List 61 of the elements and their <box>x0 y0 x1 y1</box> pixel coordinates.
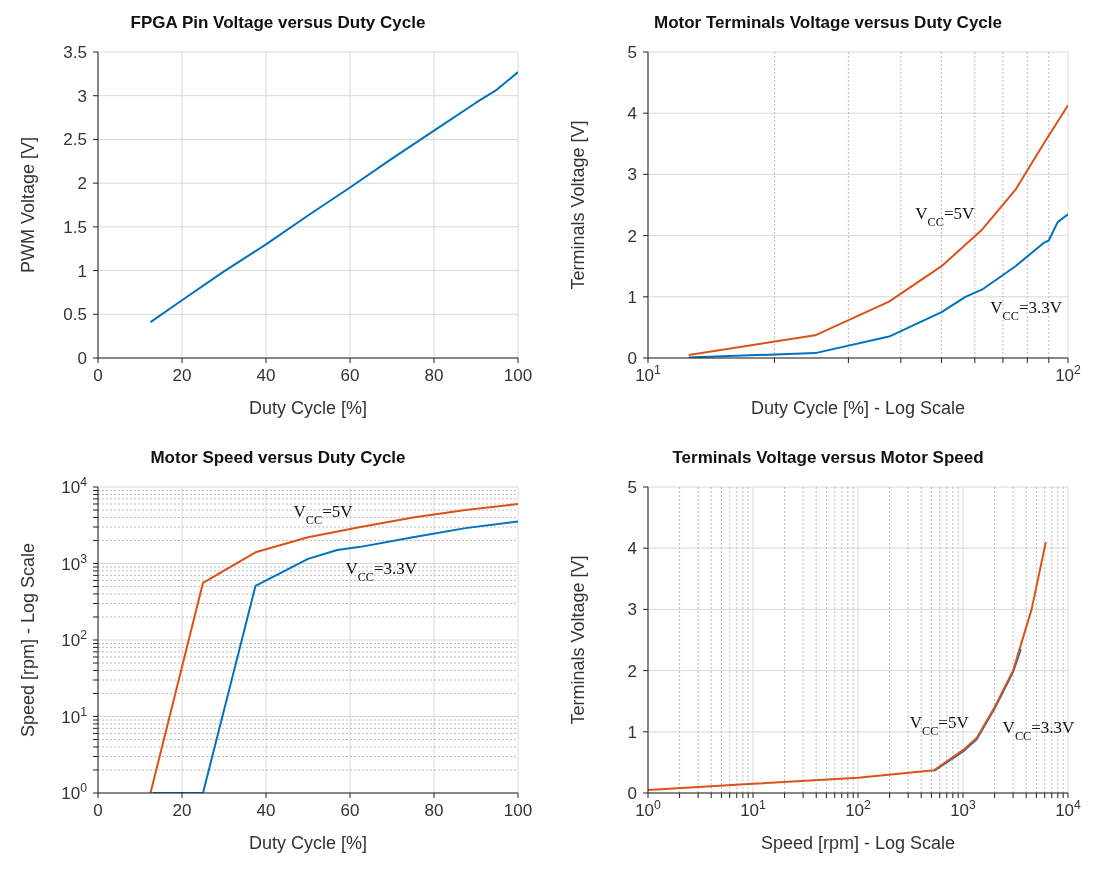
chart-title: FPGA Pin Voltage versus Duty Cycle <box>129 12 427 34</box>
y-tick-label: 2.5 <box>63 130 87 150</box>
x-tick-label: 80 <box>424 366 444 385</box>
x-axis-title: Duty Cycle [%] <box>248 833 368 853</box>
line-series <box>149 71 518 324</box>
y-tick-label: 2 <box>627 226 637 246</box>
series-label: V$_{CC}$=3.3V <box>990 298 1063 324</box>
x-tick-label: 60 <box>340 801 360 820</box>
y-tick-label: 3 <box>627 600 637 620</box>
y-tick-label: 0 <box>77 349 87 368</box>
x-tick-label: 10$^{2}$ <box>1055 363 1082 385</box>
x-tick-label: 60 <box>340 366 360 385</box>
y-tick-label: 1.5 <box>63 217 87 237</box>
y-tick-label: 4 <box>627 539 637 559</box>
y-tick-label: 3 <box>627 165 637 185</box>
chart-title: Terminals Voltage versus Motor Speed <box>671 447 985 469</box>
x-tick-label: 40 <box>256 366 276 385</box>
chart-title: Motor Speed versus Duty Cycle <box>149 447 407 469</box>
y-tick-label: 10$^{2}$ <box>61 628 88 650</box>
y-axis-title: Terminals Voltage [V] <box>568 555 589 725</box>
y-tick-label: 5 <box>627 478 637 497</box>
y-tick-label: 4 <box>627 104 637 124</box>
series-label: V$_{CC}$=5V <box>293 502 354 527</box>
y-axis-title: Terminals Voltage [V] <box>568 120 589 290</box>
y-axis-title: Speed [rpm] - Log Scale <box>18 542 39 738</box>
y-axis-title: PWM Voltage [V] <box>18 136 39 274</box>
x-tick-label: 80 <box>424 801 444 820</box>
y-tick-label: 10$^{1}$ <box>61 704 88 727</box>
x-tick-label: 10$^{3}$ <box>950 798 977 820</box>
y-tick-label: 10$^{4}$ <box>61 475 88 497</box>
x-tick-label: 10$^{1}$ <box>740 798 767 820</box>
x-tick-label: 0 <box>93 801 103 820</box>
y-tick-label: 5 <box>627 43 637 62</box>
x-tick-label: 20 <box>172 366 192 385</box>
x-tick-label: 10$^{4}$ <box>1055 798 1082 820</box>
y-tick-label: 1 <box>627 287 637 307</box>
y-tick-label: 1 <box>77 261 87 281</box>
x-tick-label: 0 <box>93 366 103 385</box>
x-tick-label: 100 <box>503 366 533 385</box>
y-tick-label: 10$^{3}$ <box>61 551 88 574</box>
y-tick-label: 0.5 <box>63 305 87 325</box>
series-label: V$_{CC}$=3.3V <box>1002 717 1076 743</box>
series-label: V$_{CC}$=3.3V <box>345 559 418 585</box>
x-tick-label: 100 <box>503 801 533 820</box>
x-tick-label: 40 <box>256 801 276 820</box>
x-tick-label: 20 <box>172 801 192 820</box>
y-tick-label: 3 <box>77 86 87 106</box>
y-tick-label: 2 <box>77 174 87 194</box>
series-label: V$_{CC}$=5V <box>909 712 970 738</box>
y-tick-label: 10$^{0}$ <box>61 781 88 803</box>
y-tick-label: 0 <box>627 349 637 368</box>
y-tick-label: 0 <box>627 784 637 803</box>
x-tick-label: 10$^{2}$ <box>845 798 872 820</box>
series-label: V$_{CC}$=5V <box>915 204 975 230</box>
x-axis-title: Duty Cycle [%] - Log Scale <box>750 398 966 418</box>
y-tick-label: 3.5 <box>63 43 87 62</box>
y-tick-label: 1 <box>627 722 637 742</box>
x-axis-title: Speed [rpm] - Log Scale <box>760 833 956 853</box>
chart-title: Motor Terminals Voltage versus Duty Cycle <box>653 12 1003 34</box>
x-axis-title: Duty Cycle [%] <box>248 398 368 418</box>
y-tick-label: 2 <box>627 661 637 681</box>
